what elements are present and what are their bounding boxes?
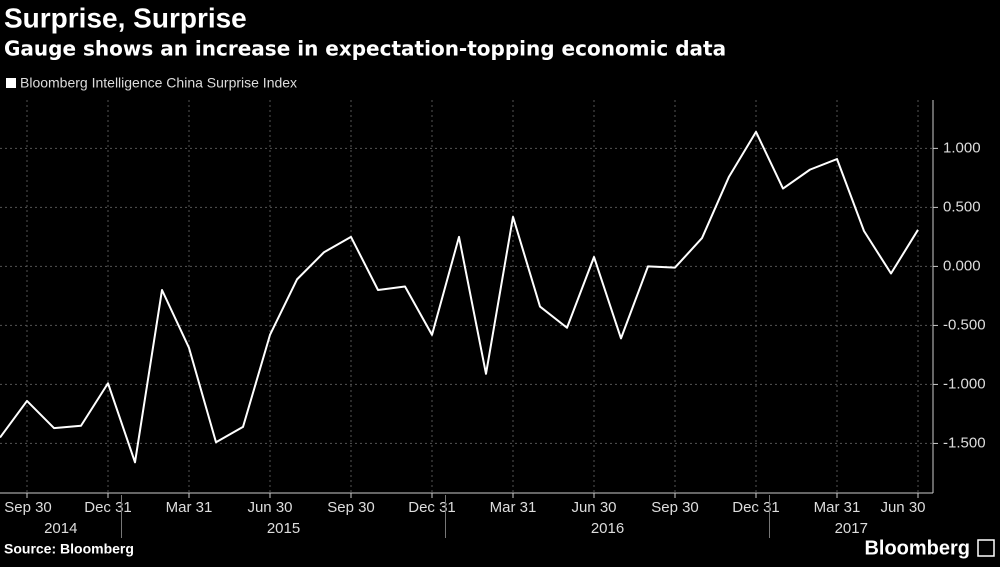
x-tick-label: Mar 31 xyxy=(814,499,861,516)
chart-title: Surprise, Surprise xyxy=(4,2,247,33)
x-tick-label: Jun 30 xyxy=(880,499,925,516)
x-tick-label: Sep 30 xyxy=(4,499,52,516)
legend-label: Bloomberg Intelligence China Surprise In… xyxy=(20,75,297,91)
brand: Bloomberg xyxy=(864,537,970,559)
y-tick-label: 0.000 xyxy=(943,257,981,274)
source: Source: Bloomberg xyxy=(4,541,134,557)
year-label: 2014 xyxy=(44,520,77,537)
x-tick-label: Sep 30 xyxy=(327,499,375,516)
x-tick-label: Mar 31 xyxy=(166,499,213,516)
y-tick-label: 1.000 xyxy=(943,139,981,156)
year-label: 2016 xyxy=(591,520,624,537)
year-label: 2017 xyxy=(835,520,868,537)
y-tick-label: -1.500 xyxy=(943,434,986,451)
x-tick-label: Mar 31 xyxy=(490,499,537,516)
x-tick-label: Dec 31 xyxy=(408,499,456,516)
x-tick-label: Sep 30 xyxy=(651,499,699,516)
year-label: 2015 xyxy=(267,520,300,537)
y-tick-label: -1.000 xyxy=(943,375,986,392)
brand-icon xyxy=(977,539,995,557)
y-tick-label: 0.500 xyxy=(943,198,981,215)
y-tick-label: -0.500 xyxy=(943,316,986,333)
chart-subtitle: Gauge shows an increase in expectation-t… xyxy=(4,37,726,61)
x-tick-label: Dec 31 xyxy=(84,499,132,516)
x-tick-label: Dec 31 xyxy=(732,499,780,516)
series-line xyxy=(0,130,919,464)
x-tick-label: Jun 30 xyxy=(247,499,292,516)
x-tick-label: Jun 30 xyxy=(571,499,616,516)
legend-swatch xyxy=(6,78,16,88)
